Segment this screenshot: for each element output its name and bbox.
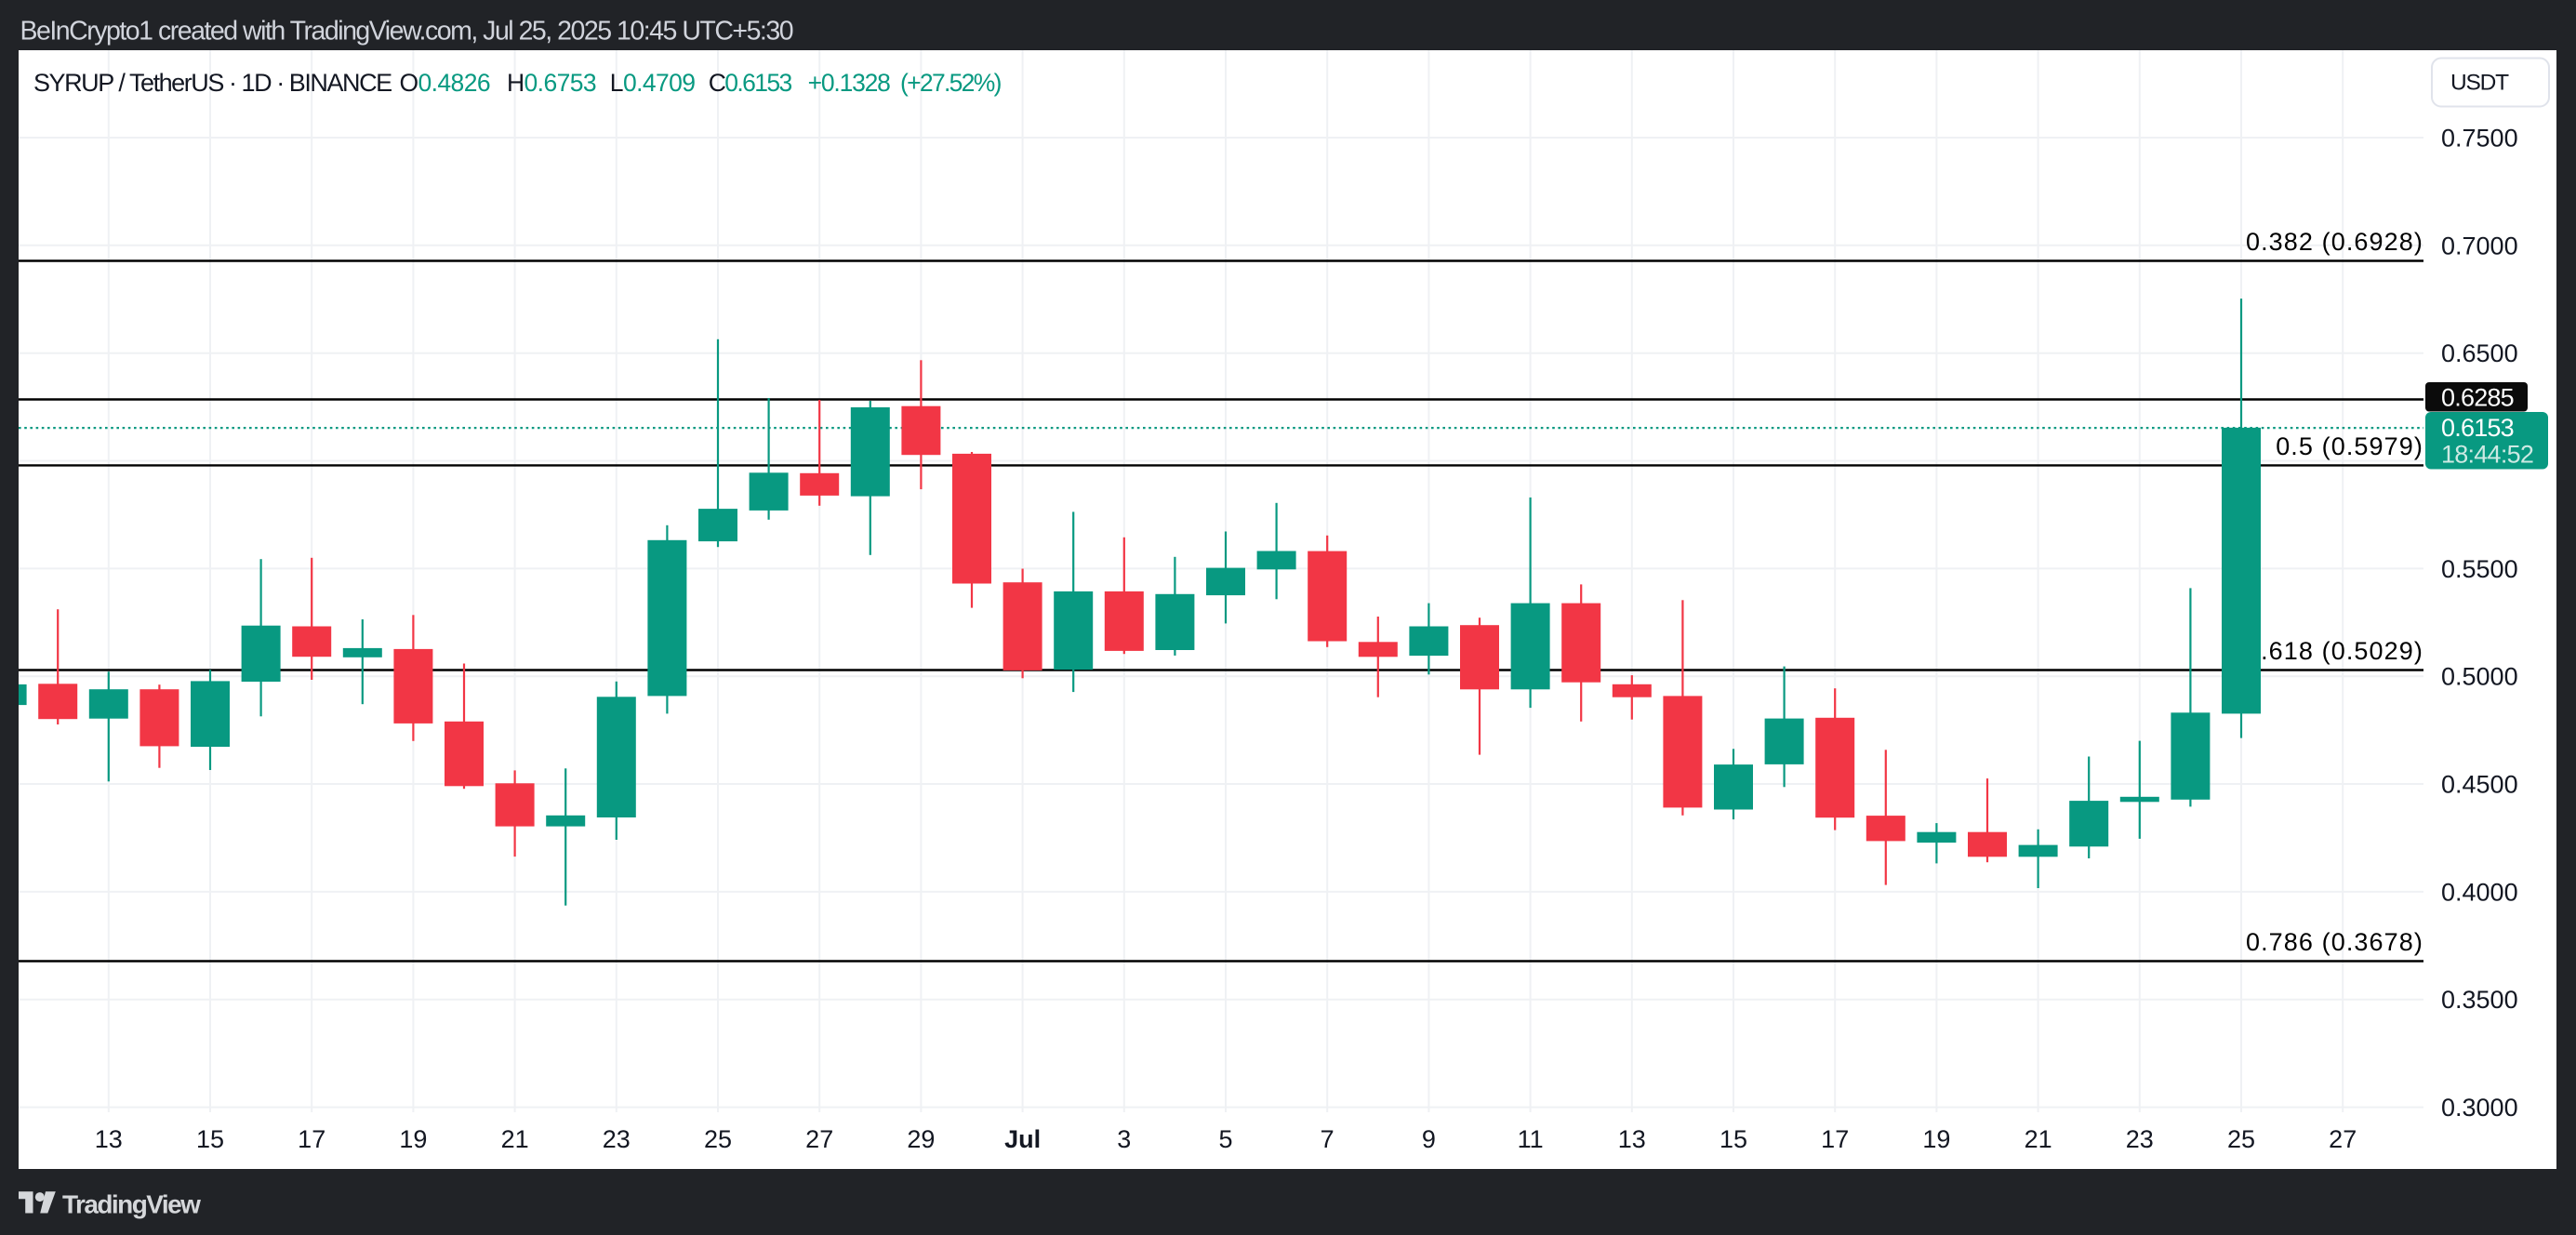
svg-text:23: 23 bbox=[2126, 1125, 2154, 1153]
svg-text:17: 17 bbox=[1821, 1125, 1849, 1153]
svg-text:0.618 (0.5029): 0.618 (0.5029) bbox=[2246, 637, 2423, 665]
svg-text:11: 11 bbox=[1518, 1125, 1544, 1153]
svg-text:(+27.52%): (+27.52%) bbox=[900, 69, 1002, 97]
svg-text:15: 15 bbox=[196, 1125, 224, 1153]
svg-text:19: 19 bbox=[399, 1125, 427, 1153]
svg-text:13: 13 bbox=[95, 1125, 123, 1153]
svg-text:25: 25 bbox=[704, 1125, 732, 1153]
svg-text:25: 25 bbox=[2227, 1125, 2255, 1153]
svg-text:18:44:52: 18:44:52 bbox=[2441, 441, 2533, 469]
svg-text:0.4000: 0.4000 bbox=[2441, 878, 2518, 906]
svg-text:5: 5 bbox=[1218, 1125, 1232, 1153]
svg-text:23: 23 bbox=[603, 1125, 631, 1153]
svg-text:0.6153: 0.6153 bbox=[2441, 414, 2514, 442]
svg-text:27: 27 bbox=[2329, 1125, 2357, 1153]
svg-text:17: 17 bbox=[298, 1125, 325, 1153]
svg-text:0.5500: 0.5500 bbox=[2441, 555, 2518, 583]
svg-text:19: 19 bbox=[1922, 1125, 1950, 1153]
svg-text:0.3000: 0.3000 bbox=[2441, 1094, 2518, 1122]
svg-text:C0.6153: C0.6153 bbox=[709, 69, 792, 97]
svg-text:0.5000: 0.5000 bbox=[2441, 663, 2518, 691]
svg-text:3: 3 bbox=[1117, 1125, 1131, 1153]
svg-text:+0.1328: +0.1328 bbox=[808, 69, 891, 97]
svg-text:SYRUP / TetherUS · 1D · BINANC: SYRUP / TetherUS · 1D · BINANCE bbox=[33, 69, 392, 97]
svg-text:0.382 (0.6928): 0.382 (0.6928) bbox=[2246, 228, 2423, 256]
svg-text:29: 29 bbox=[907, 1125, 935, 1153]
svg-text:7: 7 bbox=[1321, 1125, 1334, 1153]
svg-text:Jul: Jul bbox=[1004, 1125, 1041, 1153]
svg-text:0.3500: 0.3500 bbox=[2441, 986, 2518, 1014]
svg-text:27: 27 bbox=[805, 1125, 833, 1153]
svg-text:21: 21 bbox=[2025, 1125, 2052, 1153]
svg-text:0.6500: 0.6500 bbox=[2441, 339, 2518, 367]
svg-text:H0.6753: H0.6753 bbox=[507, 69, 596, 97]
svg-text:0.786 (0.3678): 0.786 (0.3678) bbox=[2246, 928, 2423, 956]
svg-text:L0.4709: L0.4709 bbox=[610, 69, 696, 97]
svg-text:0.6285: 0.6285 bbox=[2441, 384, 2514, 412]
svg-text:0.4500: 0.4500 bbox=[2441, 771, 2518, 799]
svg-text:13: 13 bbox=[1618, 1125, 1646, 1153]
svg-text:0.5 (0.5979): 0.5 (0.5979) bbox=[2276, 432, 2423, 460]
svg-text:15: 15 bbox=[1720, 1125, 1747, 1153]
svg-text:21: 21 bbox=[501, 1125, 529, 1153]
svg-text:0.7000: 0.7000 bbox=[2441, 232, 2518, 259]
svg-text:0.7500: 0.7500 bbox=[2441, 125, 2518, 153]
svg-text:O0.4826: O0.4826 bbox=[400, 69, 490, 97]
svg-text:BeInCrypto1 created with Tradi: BeInCrypto1 created with TradingView.com… bbox=[20, 16, 793, 46]
svg-text:9: 9 bbox=[1422, 1125, 1436, 1153]
svg-text:USDT: USDT bbox=[2450, 71, 2509, 96]
svg-text:TradingView: TradingView bbox=[62, 1190, 201, 1219]
